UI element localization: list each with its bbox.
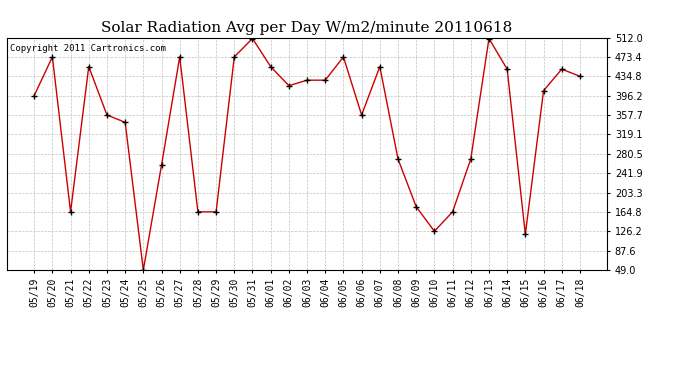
Title: Solar Radiation Avg per Day W/m2/minute 20110618: Solar Radiation Avg per Day W/m2/minute … [101,21,513,35]
Text: Copyright 2011 Cartronics.com: Copyright 2011 Cartronics.com [10,45,166,54]
